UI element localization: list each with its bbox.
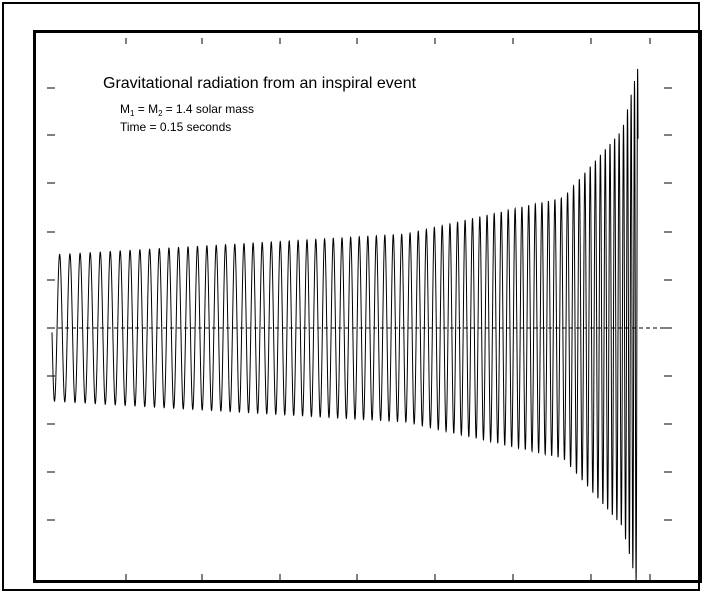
time-label: Time = 0.15 seconds bbox=[120, 120, 231, 134]
axis-ticks bbox=[47, 38, 672, 580]
chart-title: Gravitational radiation from an inspiral… bbox=[103, 75, 417, 92]
plot-frame bbox=[33, 30, 702, 583]
mass-label: M1 = M2 = 1.4 solar mass bbox=[120, 102, 254, 118]
waveform-line bbox=[51, 68, 639, 581]
